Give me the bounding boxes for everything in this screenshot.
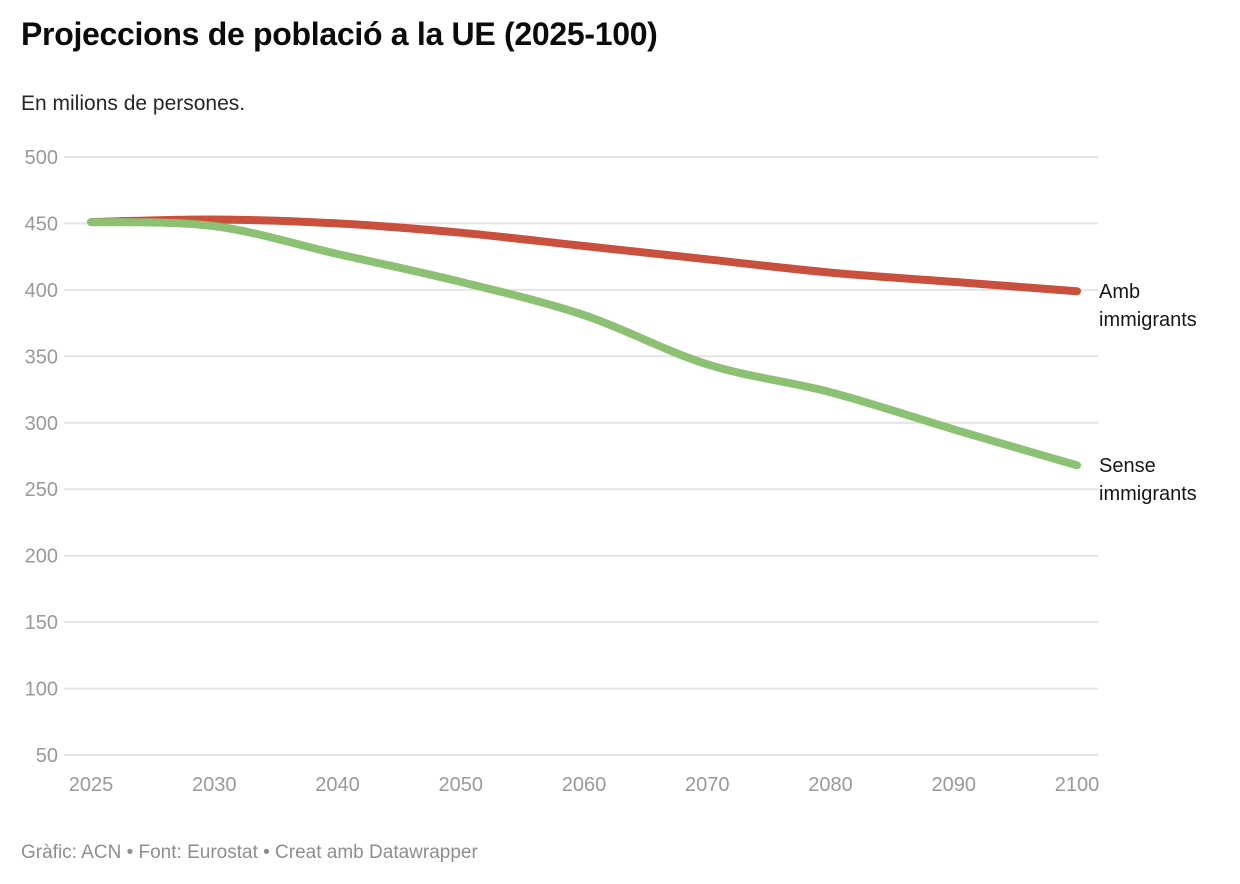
- y-tick-label: 300: [25, 413, 58, 435]
- y-tick-label: 500: [25, 147, 58, 169]
- x-tick-label: 2030: [192, 774, 237, 796]
- y-tick-label: 450: [25, 213, 58, 235]
- series-line-1: [87, 218, 1081, 470]
- y-tick-label: 200: [25, 546, 58, 568]
- x-tick-label: 2025: [69, 774, 114, 796]
- y-tick-label: 50: [36, 745, 58, 767]
- page-title: Projeccions de població a la UE (2025-10…: [21, 16, 658, 52]
- x-tick-label: 2060: [562, 774, 607, 796]
- y-tick-label: 250: [25, 479, 58, 501]
- series-label-0: Amb immigrants: [1099, 281, 1197, 331]
- series-label-1: Sense immigrants: [1099, 455, 1197, 505]
- x-tick-label: 2080: [808, 774, 853, 796]
- x-tick-label: 2040: [315, 774, 360, 796]
- credit-line: Gràfic: ACN • Font: Eurostat • Creat amb…: [21, 842, 478, 863]
- x-tick-label: 2090: [932, 774, 977, 796]
- y-tick-label: 350: [25, 346, 58, 368]
- series-line-0: [87, 215, 1081, 296]
- y-tick-label: 100: [25, 679, 58, 701]
- y-tick-label: 400: [25, 280, 58, 302]
- x-tick-label: 2070: [685, 774, 730, 796]
- x-tick-label: 2050: [439, 774, 484, 796]
- chart-subtitle: En milions de persones.: [21, 92, 246, 115]
- x-tick-label: 2100: [1055, 774, 1100, 796]
- y-tick-label: 150: [25, 612, 58, 634]
